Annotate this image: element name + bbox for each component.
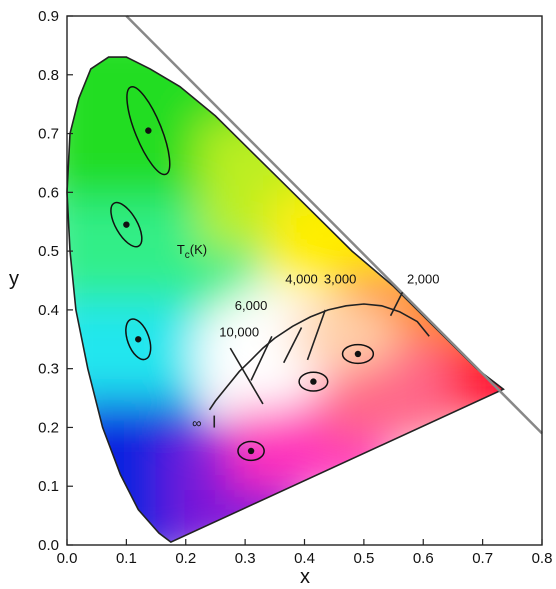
isotherm-label-4: 2,000 xyxy=(407,271,440,286)
data-point-0 xyxy=(145,127,152,134)
point-ellipse-0 xyxy=(126,86,171,176)
infinity-label: ∞ xyxy=(192,416,201,431)
y-axis-ticks: 0.0 0.1 0.2 0.3 0.4 0.5 0.6 0.7 0.8 0.9 xyxy=(38,8,73,554)
isotherm-line-2 xyxy=(283,327,303,364)
x-tick-label-7: 0.7 xyxy=(472,550,493,567)
gamut-boundary-line xyxy=(125,15,543,435)
isotherm-line-3 xyxy=(306,309,327,361)
x-tick-label-5: 0.5 xyxy=(353,550,374,567)
color-zone-cyan xyxy=(67,300,200,410)
point-ellipse-3 xyxy=(237,440,265,462)
data-points xyxy=(110,86,375,462)
data-point-4 xyxy=(310,378,317,385)
x-axis-ticks: 0.0 0.1 0.2 0.3 0.4 0.5 0.6 0.7 0.8 xyxy=(57,539,553,567)
tc-label-t: T xyxy=(177,242,185,257)
isotherm-label-0: 10,000 xyxy=(219,324,259,339)
y-tick-label-9: 0.9 xyxy=(38,8,59,25)
y-tick-label-6: 0.6 xyxy=(38,184,59,201)
x-tick-label-4: 0.4 xyxy=(294,550,315,567)
isotherm-lines: 10,000 6,000 4,000 3,000 2,000 xyxy=(219,271,440,405)
tc-label: Tc(K) xyxy=(177,242,207,261)
point-ellipse-5 xyxy=(341,343,375,365)
isotherm-line-1 xyxy=(250,335,273,381)
y-tick-label-2: 0.2 xyxy=(38,419,59,436)
chromaticity-color-fill xyxy=(67,57,504,543)
y-tick-label-5: 0.5 xyxy=(38,243,59,260)
point-ellipse-4 xyxy=(298,371,329,392)
tc-label-sub: c xyxy=(185,250,190,261)
x-tick-label-1: 0.1 xyxy=(116,550,137,567)
x-tick-label-3: 0.3 xyxy=(235,550,256,567)
isotherm-label-2: 4,000 xyxy=(285,271,318,286)
y-tick-label-0: 0.0 xyxy=(38,537,59,554)
data-point-2 xyxy=(135,336,142,343)
isotherm-line-4 xyxy=(389,291,404,317)
point-ellipse-1 xyxy=(110,201,143,248)
y-tick-label-8: 0.8 xyxy=(38,67,59,84)
isotherm-label-3: 3,000 xyxy=(324,271,357,286)
point-ellipse-2 xyxy=(125,318,152,361)
planckian-locus-curve xyxy=(208,303,430,411)
isotherm-label-1: 6,000 xyxy=(235,298,268,313)
data-point-5 xyxy=(354,350,362,358)
y-tick-label-4: 0.4 xyxy=(38,302,59,319)
y-tick-label-7: 0.7 xyxy=(38,126,59,143)
y-axis-label: y xyxy=(9,268,19,290)
tc-label-k: (K) xyxy=(190,242,207,257)
y-tick-label-1: 0.1 xyxy=(38,478,59,495)
x-tick-label-8: 0.8 xyxy=(532,550,553,567)
y-tick-label-3: 0.3 xyxy=(38,361,59,378)
isotherm-line-0 xyxy=(229,347,264,405)
x-tick-label-0: 0.0 xyxy=(57,550,78,567)
spectral-locus-outline xyxy=(66,56,505,544)
x-tick-label-6: 0.6 xyxy=(413,550,434,567)
x-tick-label-2: 0.2 xyxy=(175,550,196,567)
data-point-3 xyxy=(247,447,255,455)
data-point-1 xyxy=(123,221,130,228)
x-axis-label: x xyxy=(300,566,310,588)
